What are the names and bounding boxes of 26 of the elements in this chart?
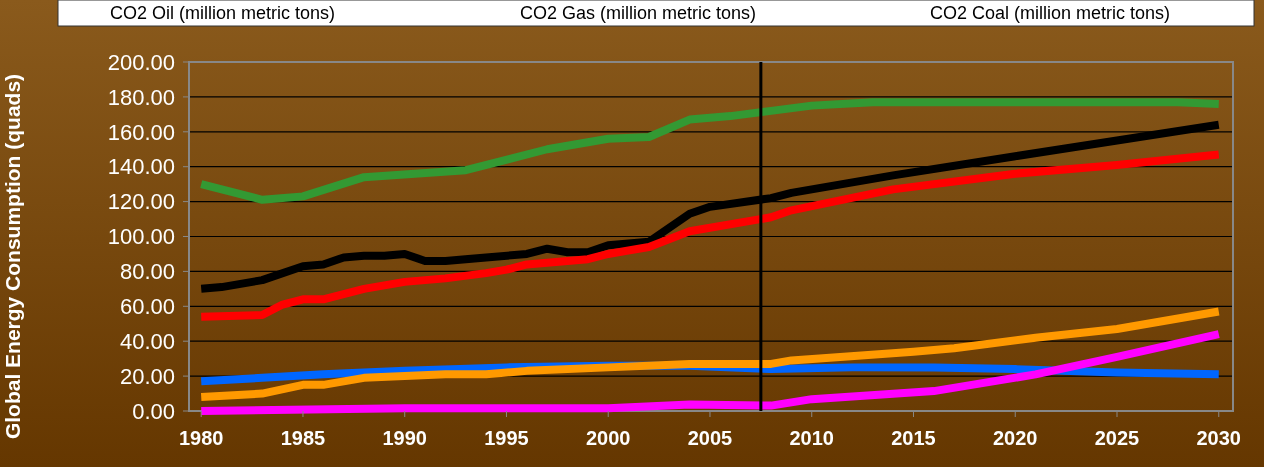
x-tick-label: 1990	[382, 427, 427, 449]
x-tick-label: 2000	[585, 427, 631, 449]
y-tick-label: 160.00	[107, 119, 175, 145]
y-tick-label: 20.00	[119, 363, 175, 389]
y-tick-label: 180.00	[107, 84, 175, 110]
y-tick-label: 0.00	[132, 398, 175, 424]
y-tick-label: 120.00	[107, 189, 175, 215]
x-tick-label: 2030	[1196, 427, 1241, 449]
y-axis-title: Global Energy Consumption (quads)	[1, 73, 24, 440]
text: CO2 Gas (million metric tons)	[520, 3, 757, 23]
x-tick-label: 2020	[993, 427, 1038, 449]
y-tick-label: 60.00	[119, 294, 175, 319]
x-tick-label: 1995	[484, 427, 529, 449]
y-tick-label: 140.00	[107, 154, 175, 180]
y-tick-label: 200.00	[107, 49, 175, 75]
y-tick-label: 80.00	[119, 259, 175, 285]
text: CO2 Oil (million metric tons)	[110, 3, 336, 23]
y-tick-label: 100.00	[107, 224, 175, 250]
x-tick-label: 1980	[178, 427, 224, 449]
text: CO2 Coal (million metric tons)	[930, 3, 1171, 23]
x-tick-label: 2015	[891, 427, 936, 449]
y-tick-label: 40.00	[119, 328, 175, 354]
x-tick-label: 2025	[1094, 427, 1140, 449]
x-tick-label: 2005	[687, 427, 733, 449]
x-tick-label: 1985	[280, 427, 326, 449]
x-tick-label: 2010	[789, 427, 834, 449]
